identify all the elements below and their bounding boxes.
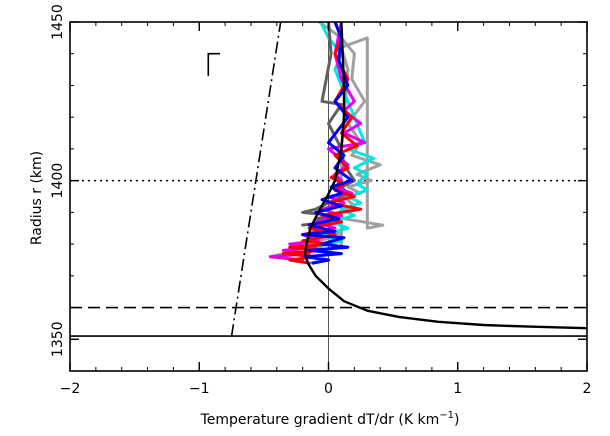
- x-axis-title-close: ): [454, 412, 459, 428]
- y-tick-label: 1400: [50, 163, 66, 199]
- series-line-7: [304, 22, 587, 330]
- x-tick-label: −2: [60, 381, 81, 397]
- x-axis-title: Temperature gradient dT/dr (K km−1): [200, 410, 460, 428]
- y-tick-label: 1350: [50, 321, 66, 357]
- x-tick-label: 0: [324, 381, 333, 397]
- dash-dot-line: [230, 22, 282, 337]
- axes: −2 −1 0 1 2 1350 1400 1450: [50, 4, 591, 397]
- series-line-6: [301, 22, 354, 265]
- x-axis-title-unit-sup: −1: [439, 410, 454, 421]
- y-axis-title: Radius r (km): [29, 151, 45, 245]
- y-tick-label: 1450: [50, 4, 66, 40]
- x-tick-label: 2: [583, 381, 592, 397]
- x-axis-title-main: Temperature gradient dT/dr (K km: [200, 412, 440, 428]
- plot-area: [70, 22, 587, 371]
- x-tick-label: 1: [453, 381, 462, 397]
- corner-marker: [207, 52, 220, 76]
- x-tick-label: −1: [189, 381, 210, 397]
